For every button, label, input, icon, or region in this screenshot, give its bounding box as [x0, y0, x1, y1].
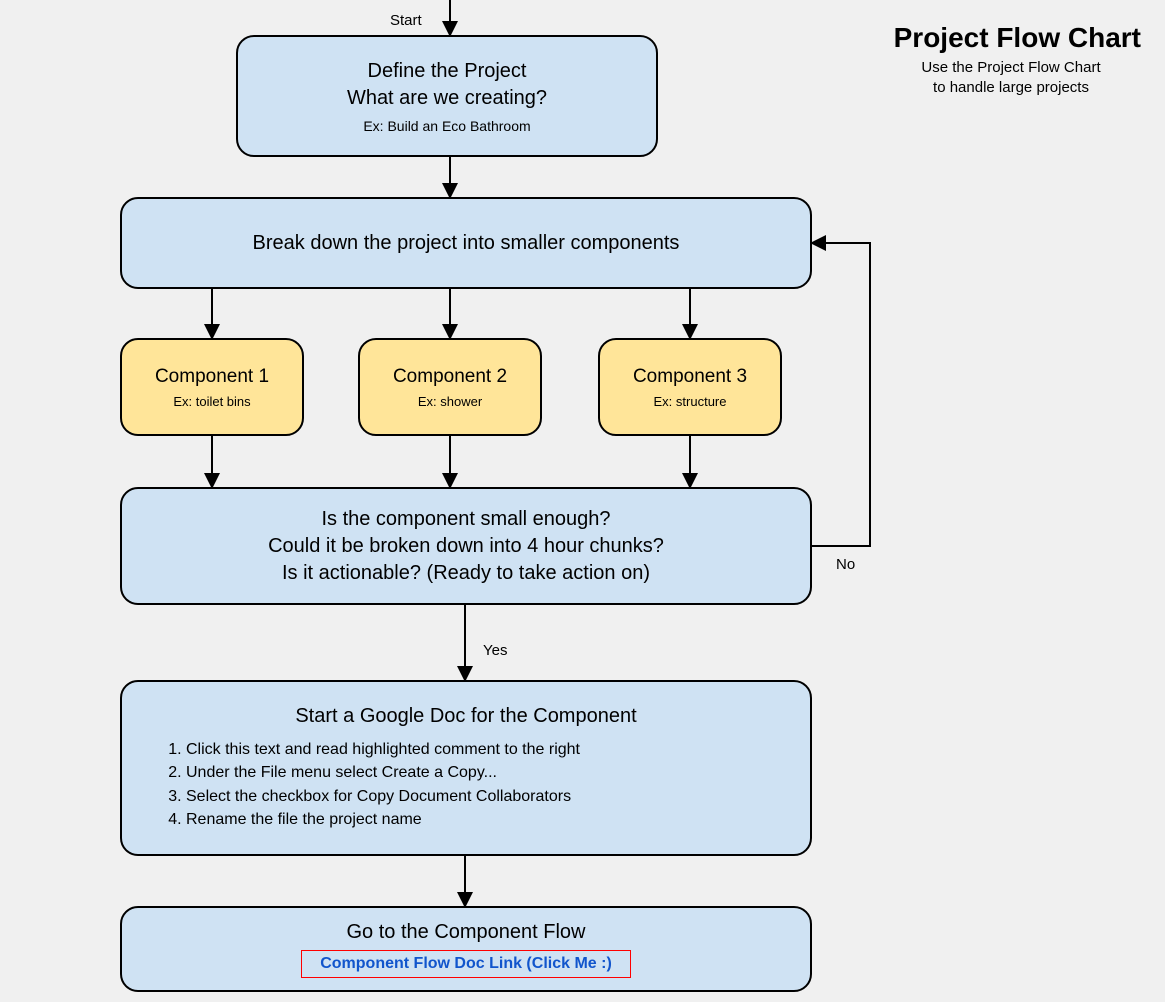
comp3-title: Component 3: [633, 366, 747, 388]
goto-title: Go to the Component Flow: [346, 921, 585, 944]
comp1-example: Ex: toilet bins: [173, 394, 250, 409]
step-3: Select the checkbox for Copy Document Co…: [186, 785, 770, 808]
step-2: Under the File menu select Create a Copy…: [186, 761, 770, 784]
page-subtitle: Use the Project Flow Chart to handle lar…: [881, 58, 1141, 99]
step-1: Click this text and read highlighted com…: [186, 738, 770, 761]
node-component-1: Component 1 Ex: toilet bins: [120, 338, 304, 436]
define-example: Ex: Build an Eco Bathroom: [363, 118, 530, 134]
comp2-title: Component 2: [393, 366, 507, 388]
startdoc-steps: Click this text and read highlighted com…: [162, 738, 770, 831]
node-component-2: Component 2 Ex: shower: [358, 338, 542, 436]
comp2-example: Ex: shower: [418, 394, 482, 409]
node-decision: Is the component small enough? Could it …: [120, 487, 812, 605]
node-component-3: Component 3 Ex: structure: [598, 338, 782, 436]
decision-line3: Is it actionable? (Ready to take action …: [282, 560, 650, 587]
startdoc-title: Start a Google Doc for the Component: [162, 705, 770, 728]
node-goto-component-flow: Go to the Component Flow Component Flow …: [120, 906, 812, 992]
no-label: No: [836, 556, 855, 573]
page-title: Project Flow Chart: [894, 22, 1141, 54]
node-define-project: Define the Project What are we creating?…: [236, 35, 658, 157]
decision-line1: Is the component small enough?: [321, 506, 610, 533]
yes-label: Yes: [483, 642, 507, 659]
comp1-title: Component 1: [155, 366, 269, 388]
breakdown-text: Break down the project into smaller comp…: [253, 230, 680, 257]
subtitle-line2: to handle large projects: [933, 79, 1089, 96]
start-label: Start: [390, 12, 422, 29]
comp3-example: Ex: structure: [654, 394, 727, 409]
step-4: Rename the file the project name: [186, 808, 770, 831]
subtitle-line1: Use the Project Flow Chart: [921, 59, 1100, 76]
define-line2: What are we creating?: [347, 85, 547, 112]
component-flow-link[interactable]: Component Flow Doc Link (Click Me :): [301, 950, 631, 978]
node-start-doc: Start a Google Doc for the Component Cli…: [120, 680, 812, 856]
node-breakdown: Break down the project into smaller comp…: [120, 197, 812, 289]
decision-line2: Could it be broken down into 4 hour chun…: [268, 533, 664, 560]
define-line1: Define the Project: [368, 58, 527, 85]
